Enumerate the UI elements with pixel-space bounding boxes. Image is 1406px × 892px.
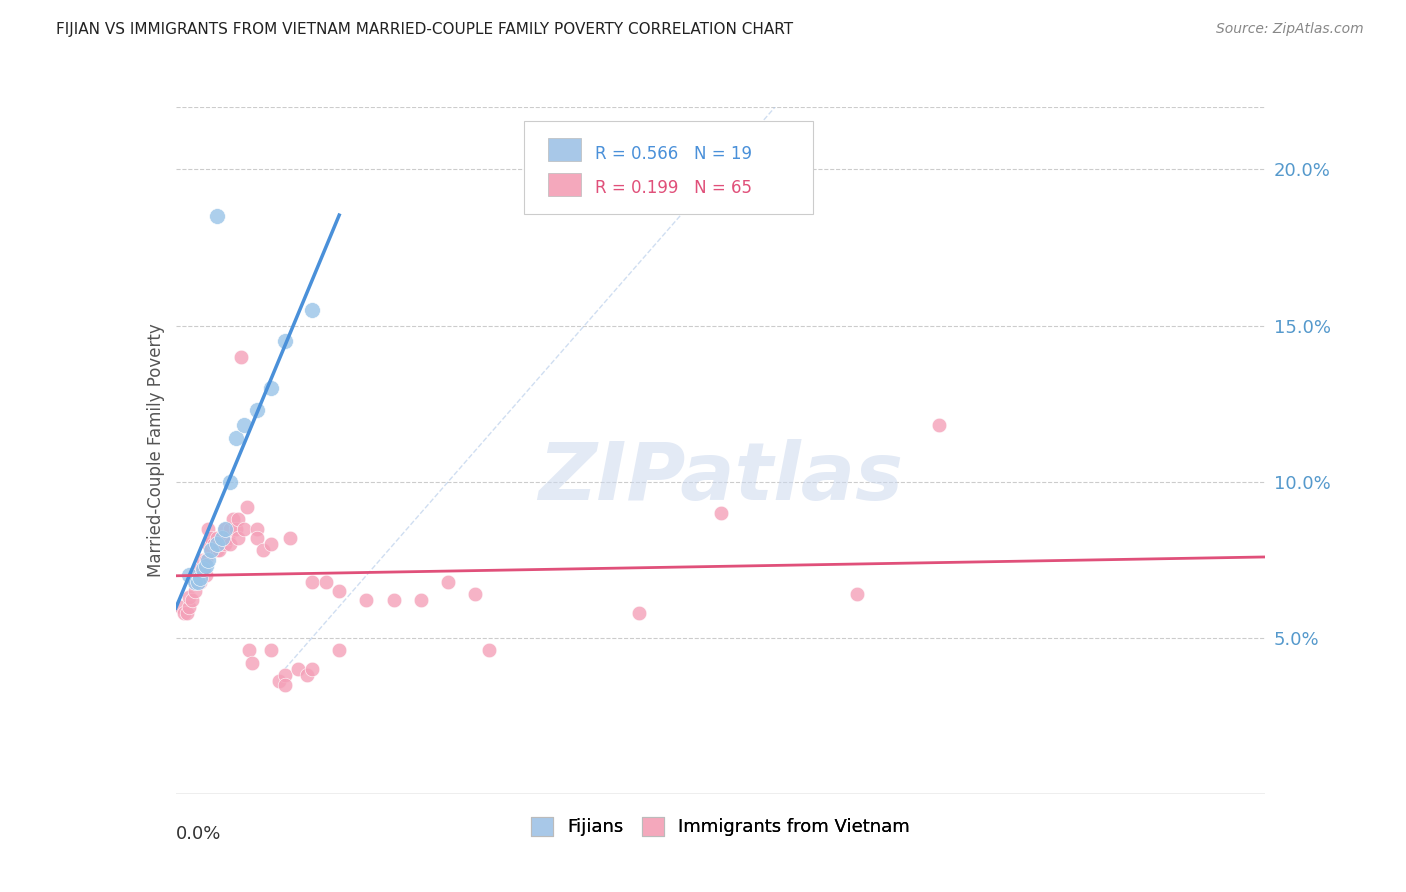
Point [295, 668, 318, 682]
FancyBboxPatch shape [524, 120, 813, 213]
Point [225, 521, 247, 535]
Point [222, 512, 245, 526]
Point [235, 500, 257, 514]
Point [301, 574, 323, 589]
Point [179, 568, 201, 582]
Point [464, 587, 486, 601]
Point [170, 599, 193, 614]
Point [225, 431, 247, 445]
Point [328, 583, 350, 598]
Point [710, 506, 733, 520]
Point [197, 537, 219, 551]
Point [437, 574, 460, 589]
FancyBboxPatch shape [548, 173, 581, 196]
Point [287, 662, 309, 676]
Point [274, 678, 297, 692]
Point [217, 531, 239, 545]
Point [191, 562, 214, 576]
Point [301, 662, 323, 676]
Point [260, 537, 283, 551]
Point [184, 574, 207, 589]
Point [200, 531, 222, 545]
Point [197, 552, 219, 567]
Point [191, 552, 214, 567]
Point [211, 531, 233, 545]
Point [179, 599, 201, 614]
Point [173, 606, 195, 620]
Text: FIJIAN VS IMMIGRANTS FROM VIETNAM MARRIED-COUPLE FAMILY POVERTY CORRELATION CHAR: FIJIAN VS IMMIGRANTS FROM VIETNAM MARRIE… [56, 22, 793, 37]
Point [194, 558, 217, 574]
Point [194, 568, 217, 582]
Y-axis label: Married-Couple Family Poverty: Married-Couple Family Poverty [146, 324, 165, 577]
Point [197, 521, 219, 535]
Point [219, 475, 242, 489]
Point [315, 574, 337, 589]
Point [205, 543, 228, 558]
Text: Source: ZipAtlas.com: Source: ZipAtlas.com [1216, 22, 1364, 37]
Point [211, 531, 233, 545]
Point [214, 521, 236, 535]
Point [191, 562, 214, 576]
Point [274, 668, 297, 682]
Point [240, 656, 263, 670]
Point [176, 606, 198, 620]
Point [232, 521, 254, 535]
Point [188, 574, 211, 589]
Point [274, 334, 297, 348]
FancyBboxPatch shape [548, 138, 581, 161]
Text: R = 0.199   N = 65: R = 0.199 N = 65 [595, 179, 752, 197]
Point [260, 643, 283, 657]
Point [356, 593, 378, 607]
Point [246, 521, 269, 535]
Point [200, 543, 222, 558]
Point [205, 209, 228, 223]
Point [200, 543, 222, 558]
Text: ZIPatlas: ZIPatlas [538, 439, 903, 517]
Point [232, 418, 254, 433]
Point [260, 381, 283, 395]
Point [246, 403, 269, 417]
Point [328, 643, 350, 657]
Point [219, 521, 242, 535]
Point [845, 587, 868, 601]
Point [928, 418, 950, 433]
Point [238, 643, 260, 657]
Point [278, 531, 301, 545]
Point [188, 562, 211, 576]
Point [179, 591, 201, 605]
Text: 0.0%: 0.0% [176, 825, 221, 843]
Point [228, 512, 250, 526]
Point [186, 568, 209, 582]
Point [208, 537, 231, 551]
Point [214, 521, 236, 535]
Point [214, 537, 236, 551]
Point [246, 531, 269, 545]
Point [301, 302, 323, 317]
Point [478, 643, 501, 657]
Point [205, 537, 228, 551]
Point [269, 674, 291, 689]
Text: R = 0.566   N = 19: R = 0.566 N = 19 [595, 145, 752, 162]
Point [252, 543, 274, 558]
Legend: Fijians, Immigrants from Vietnam: Fijians, Immigrants from Vietnam [531, 817, 910, 837]
Point [188, 571, 211, 585]
Point [194, 552, 217, 567]
Point [184, 583, 207, 598]
Point [409, 593, 432, 607]
Point [184, 574, 207, 589]
Point [228, 531, 250, 545]
Point [181, 593, 204, 607]
Point [208, 543, 231, 558]
Point [202, 537, 225, 551]
Point [231, 350, 253, 364]
Point [186, 574, 209, 589]
Point [382, 593, 405, 607]
Point [219, 537, 242, 551]
Point [627, 606, 650, 620]
Point [205, 531, 228, 545]
